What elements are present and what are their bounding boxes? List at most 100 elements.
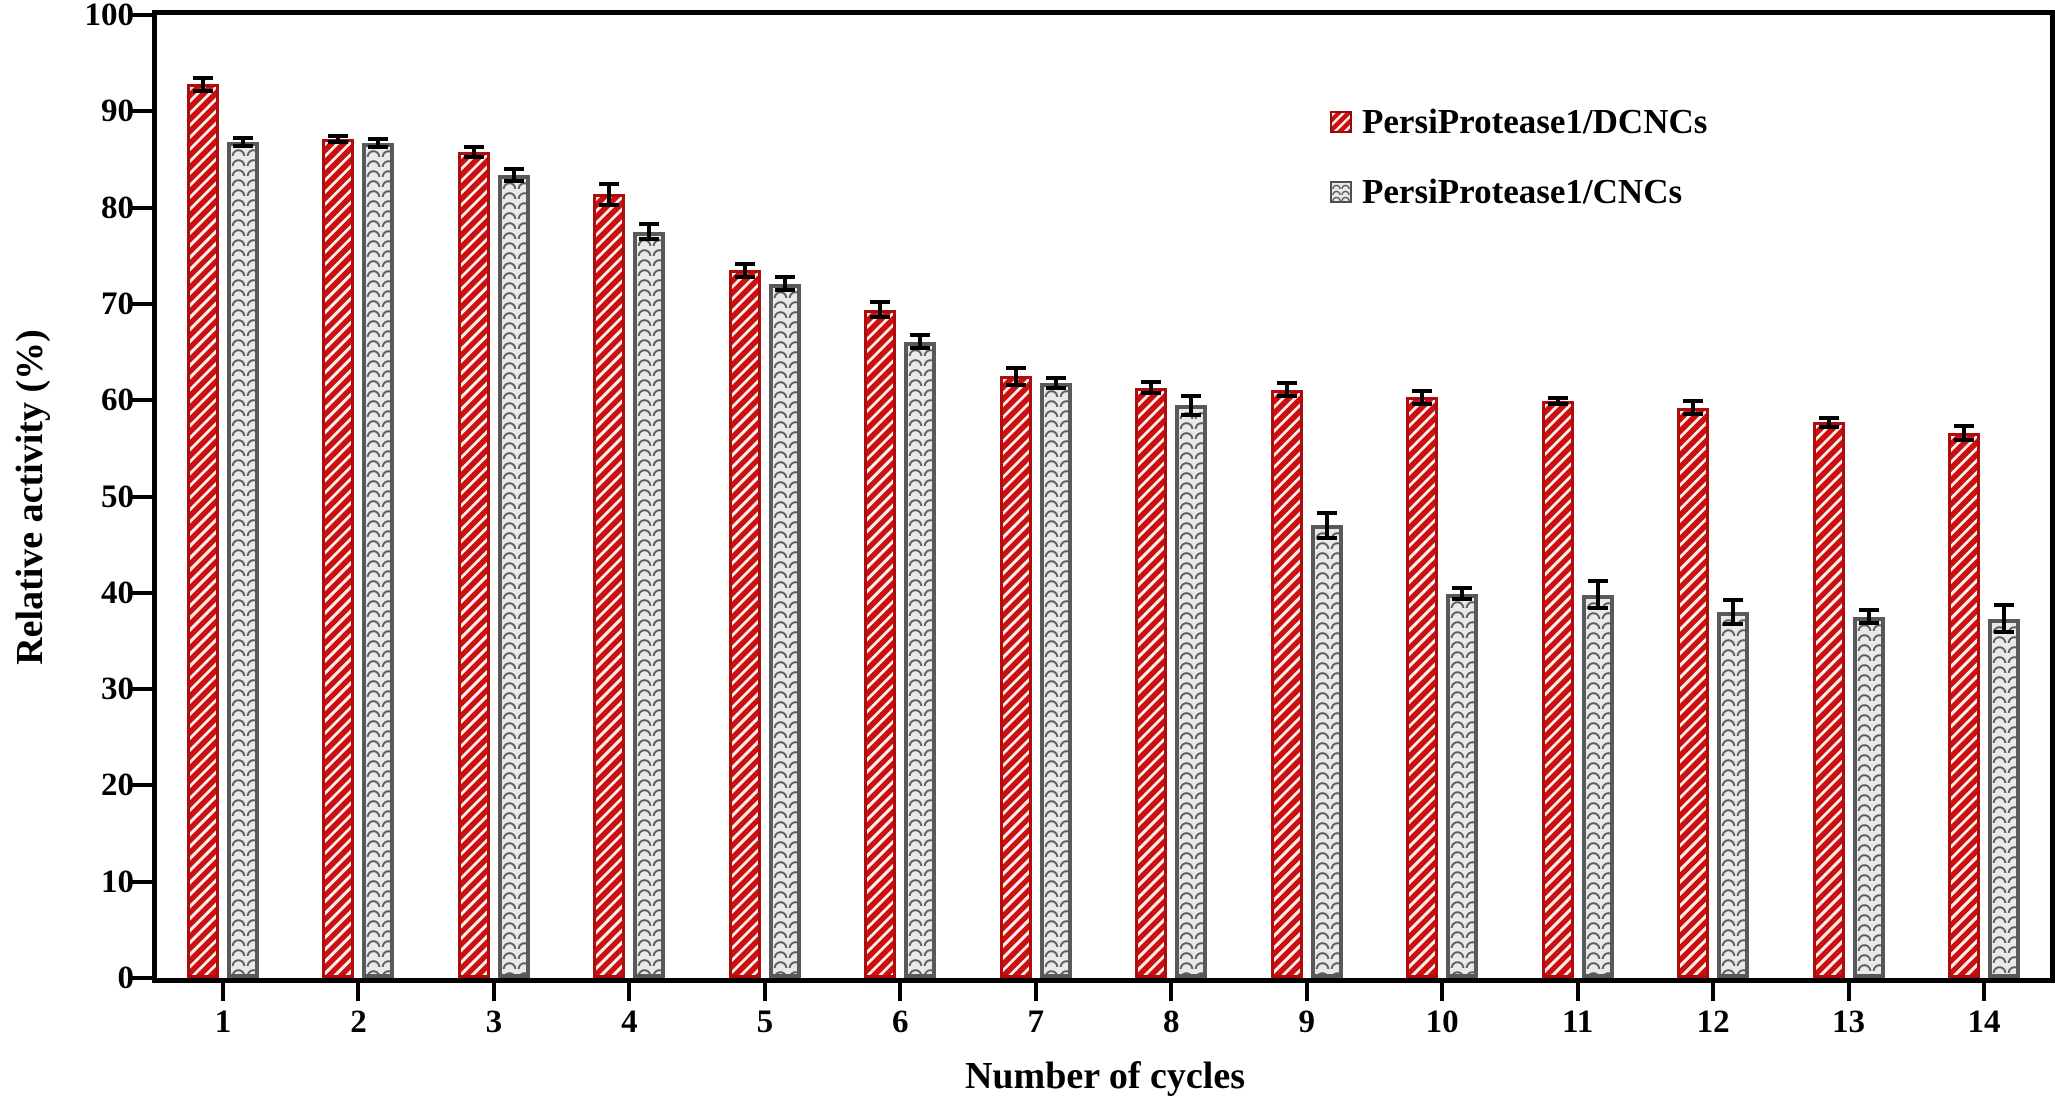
y-tick-label-10: 10: [101, 863, 134, 900]
error-bar-dcncs-cycle-13: [1818, 415, 1839, 430]
error-stem: [336, 134, 341, 144]
legend-entry-dcncs: PersiProtease1/DCNCs: [1330, 102, 1707, 142]
y-tick-30: [132, 687, 152, 692]
error-cap-bottom: [193, 88, 213, 93]
y-tick-label-20: 20: [101, 767, 134, 804]
bar-dcncs-cycle-2: [322, 139, 355, 978]
error-bar-cncs-cycle-10: [1452, 586, 1473, 602]
error-cap-bottom: [1005, 382, 1026, 387]
bar-cncs-cycle-2: [362, 143, 395, 978]
bar-cncs-cycle-5: [768, 283, 801, 978]
x-tick-label-8: 8: [1162, 1004, 1180, 1040]
bar-cncs-cycle-13: [1852, 616, 1885, 978]
y-tick-label-90: 90: [101, 93, 134, 130]
bar-cncs-cycle-11: [1581, 594, 1614, 978]
error-cap-bottom: [463, 154, 484, 159]
error-bar-dcncs-cycle-5: [734, 261, 755, 279]
y-tick-80: [132, 205, 152, 210]
y-tick-90: [132, 109, 152, 114]
error-cap-bottom: [1954, 437, 1974, 442]
error-cap-bottom: [1818, 425, 1839, 430]
x-tick-label-2: 2: [350, 1004, 367, 1040]
y-tick-label-80: 80: [101, 189, 134, 226]
bar-cncs-cycle-3: [497, 174, 530, 978]
error-cap-bottom: [1412, 401, 1433, 406]
error-bar-cncs-cycle-6: [910, 332, 931, 351]
y-tick-label-60: 60: [101, 382, 134, 419]
bar-dcncs-cycle-6: [864, 309, 897, 978]
error-stem: [1284, 380, 1289, 399]
error-stem: [1595, 579, 1600, 611]
error-stem: [1962, 424, 1966, 442]
error-stem: [878, 300, 883, 320]
x-tick-6: [898, 983, 903, 1001]
bar-dcncs-cycle-8: [1135, 387, 1168, 978]
x-tick-label-9: 9: [1298, 1004, 1315, 1040]
x-tick-13: [1846, 983, 1851, 1001]
bar-dcncs-cycle-4: [593, 194, 626, 978]
legend-label-dcncs: PersiProtease1/DCNCs: [1362, 102, 1708, 141]
error-stem: [471, 145, 476, 159]
error-stem: [1555, 396, 1560, 406]
error-cap-bottom: [734, 274, 755, 279]
error-bar-dcncs-cycle-11: [1547, 396, 1568, 406]
x-tick-label-4: 4: [621, 1004, 638, 1040]
error-cap-bottom: [1683, 412, 1704, 417]
bar-dcncs-cycle-3: [457, 151, 490, 978]
error-bar-dcncs-cycle-8: [1141, 380, 1162, 396]
error-cap-bottom: [233, 143, 253, 148]
bar-dcncs-cycle-13: [1812, 422, 1845, 978]
error-cap-bottom: [1181, 412, 1202, 417]
x-tick-3: [491, 983, 496, 1001]
error-bar-cncs-cycle-2: [368, 137, 389, 149]
y-tick-70: [132, 301, 152, 306]
error-cap-bottom: [1316, 535, 1337, 540]
error-bar-cncs-cycle-5: [774, 275, 795, 293]
bar-cncs-cycle-12: [1717, 612, 1750, 978]
x-tick-14: [1982, 983, 1986, 1001]
y-tick-50: [132, 494, 152, 499]
error-cap-bottom: [368, 144, 389, 149]
error-stem: [1460, 586, 1465, 602]
error-bar-cncs-cycle-8: [1181, 393, 1202, 417]
x-tick-label-10: 10: [1425, 1004, 1459, 1040]
error-stem: [1691, 399, 1696, 417]
bar-dcncs-cycle-12: [1677, 407, 1710, 978]
y-tick-label-70: 70: [101, 285, 134, 322]
x-tick-label-3: 3: [485, 1004, 503, 1040]
y-tick-60: [132, 398, 152, 403]
x-tick-label-14: 14: [1967, 1004, 2001, 1040]
error-bar-dcncs-cycle-14: [1954, 424, 1974, 442]
x-tick-8: [1169, 983, 1174, 1001]
error-cap-bottom: [870, 315, 891, 320]
error-cap-bottom: [1587, 606, 1608, 611]
y-tick-100: [132, 13, 152, 17]
bar-cncs-cycle-1: [227, 142, 259, 978]
error-stem: [647, 222, 652, 242]
bar-dcncs-cycle-5: [728, 270, 761, 978]
error-cap-bottom: [1276, 394, 1297, 399]
y-tick-label-30: 30: [101, 671, 134, 708]
error-stem: [511, 167, 516, 183]
bar-cncs-cycle-9: [1310, 525, 1343, 978]
y-tick-label-100: 100: [84, 0, 135, 33]
error-cap-bottom: [328, 139, 349, 144]
error-stem: [607, 181, 612, 207]
legend-entry-cncs: PersiProtease1/CNCs: [1330, 172, 1707, 212]
x-axis-title: Number of cycles: [964, 1055, 1245, 1097]
bar-dcncs-cycle-10: [1406, 397, 1439, 978]
bar-cncs-cycle-10: [1446, 593, 1479, 978]
y-tick-40: [132, 590, 152, 595]
error-stem: [1189, 393, 1194, 417]
x-tick-12: [1711, 983, 1716, 1001]
bar-dcncs-cycle-14: [1948, 432, 1980, 978]
x-tick-1: [221, 983, 225, 1001]
bar-cncs-cycle-14: [1988, 618, 2020, 978]
bar-cncs-cycle-7: [1039, 382, 1072, 978]
error-stem: [1013, 365, 1018, 387]
error-cap-bottom: [774, 288, 795, 293]
error-bar-dcncs-cycle-6: [870, 300, 891, 320]
x-tick-label-5: 5: [756, 1004, 774, 1040]
error-bar-dcncs-cycle-4: [599, 181, 620, 207]
